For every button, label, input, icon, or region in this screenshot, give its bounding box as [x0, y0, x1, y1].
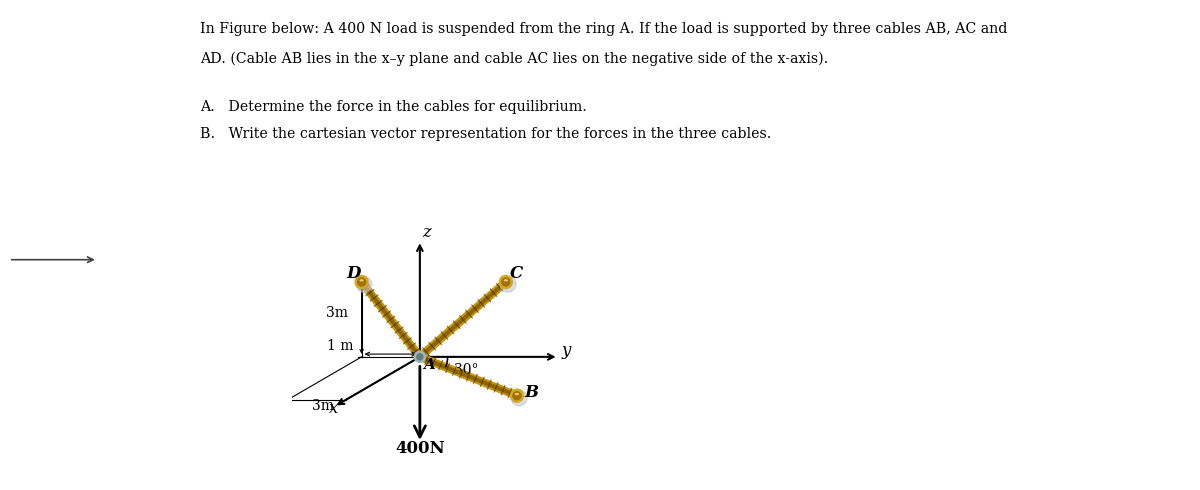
Text: z: z	[422, 224, 431, 241]
Text: A: A	[424, 358, 436, 372]
Circle shape	[356, 276, 372, 292]
Text: C: C	[510, 265, 523, 282]
Circle shape	[502, 277, 510, 287]
Text: x: x	[330, 400, 338, 417]
Circle shape	[500, 276, 516, 292]
Circle shape	[510, 389, 524, 403]
Text: y: y	[562, 342, 571, 359]
Circle shape	[356, 277, 366, 287]
Text: D: D	[346, 265, 360, 282]
Circle shape	[511, 390, 527, 406]
Circle shape	[416, 354, 422, 360]
Text: 3m: 3m	[312, 399, 334, 413]
Text: B.   Write the cartesian vector representation for the forces in the three cable: B. Write the cartesian vector representa…	[200, 127, 772, 142]
Text: 1 m: 1 m	[328, 339, 354, 353]
Circle shape	[354, 275, 368, 289]
Text: B: B	[524, 384, 539, 401]
Text: 30°: 30°	[455, 363, 479, 376]
Text: 400N: 400N	[395, 440, 445, 457]
Circle shape	[414, 351, 426, 363]
Text: A.   Determine the force in the cables for equilibrium.: A. Determine the force in the cables for…	[200, 100, 587, 115]
Circle shape	[512, 391, 522, 400]
Text: In Figure below: A 400 N load is suspended from the ring A. If the load is suppo: In Figure below: A 400 N load is suspend…	[200, 22, 1008, 36]
Text: 3m: 3m	[325, 306, 348, 319]
Circle shape	[499, 275, 514, 289]
Text: AD. (Cable AB lies in the x–y plane and cable AC lies on the negative side of th: AD. (Cable AB lies in the x–y plane and …	[200, 51, 828, 66]
